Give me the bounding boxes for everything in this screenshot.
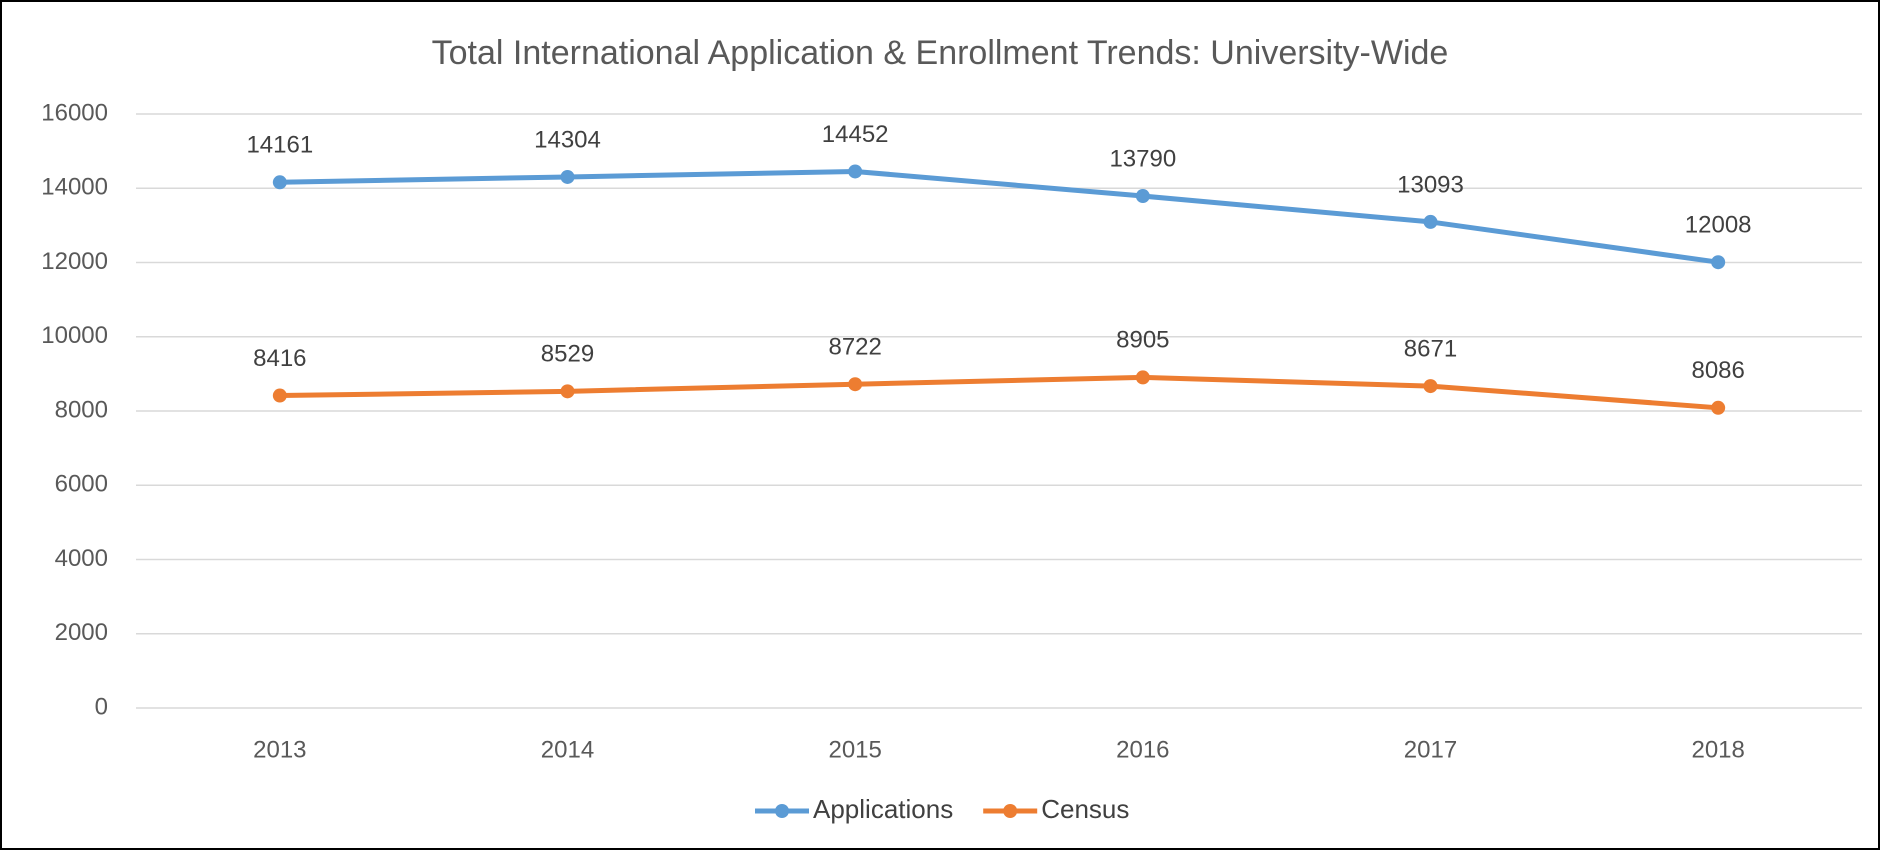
y-tick-label: 8000	[55, 396, 108, 423]
marker	[272, 388, 287, 403]
y-tick-label: 12000	[41, 248, 108, 275]
marker	[560, 169, 575, 184]
data-label: 8722	[828, 334, 881, 361]
legend-label: Census	[1041, 794, 1129, 824]
x-tick-label: 2015	[828, 736, 881, 763]
marker	[272, 175, 287, 190]
data-label: 13093	[1397, 171, 1464, 198]
y-tick-label: 4000	[55, 545, 108, 572]
marker	[848, 164, 863, 179]
data-label: 13790	[1109, 145, 1176, 172]
x-tick-label: 2013	[253, 736, 306, 763]
data-label: 8671	[1404, 335, 1457, 362]
data-label: 8905	[1116, 327, 1169, 354]
marker	[560, 384, 575, 399]
marker	[1135, 370, 1150, 385]
data-label: 14304	[534, 126, 601, 153]
y-tick-label: 2000	[55, 619, 108, 646]
y-tick-label: 6000	[55, 471, 108, 498]
legend-marker	[1003, 804, 1018, 818]
data-label: 14161	[246, 132, 313, 159]
y-tick-label: 14000	[41, 174, 108, 201]
marker	[1711, 255, 1726, 270]
x-tick-label: 2018	[1691, 736, 1744, 763]
marker	[848, 377, 863, 392]
legend-marker	[775, 804, 789, 818]
series-line	[277, 374, 1721, 411]
marker	[1711, 400, 1726, 415]
data-label: 14452	[822, 121, 889, 148]
y-tick-label: 10000	[41, 322, 108, 349]
x-tick-label: 2016	[1116, 736, 1169, 763]
x-tick-label: 2014	[541, 736, 594, 763]
data-label: 8416	[253, 345, 306, 372]
data-label: 8529	[541, 341, 594, 368]
data-label: 8086	[1691, 357, 1744, 384]
legend-label: Applications	[813, 794, 953, 824]
x-tick-label: 2017	[1404, 736, 1457, 763]
y-tick-label: 16000	[41, 99, 108, 126]
marker	[1135, 189, 1150, 204]
marker	[1423, 214, 1438, 229]
y-tick-label: 0	[95, 693, 108, 720]
series-line	[277, 168, 1721, 265]
marker	[1423, 379, 1438, 394]
data-label: 12008	[1685, 212, 1752, 239]
chart-title: Total International Application & Enroll…	[432, 34, 1449, 72]
